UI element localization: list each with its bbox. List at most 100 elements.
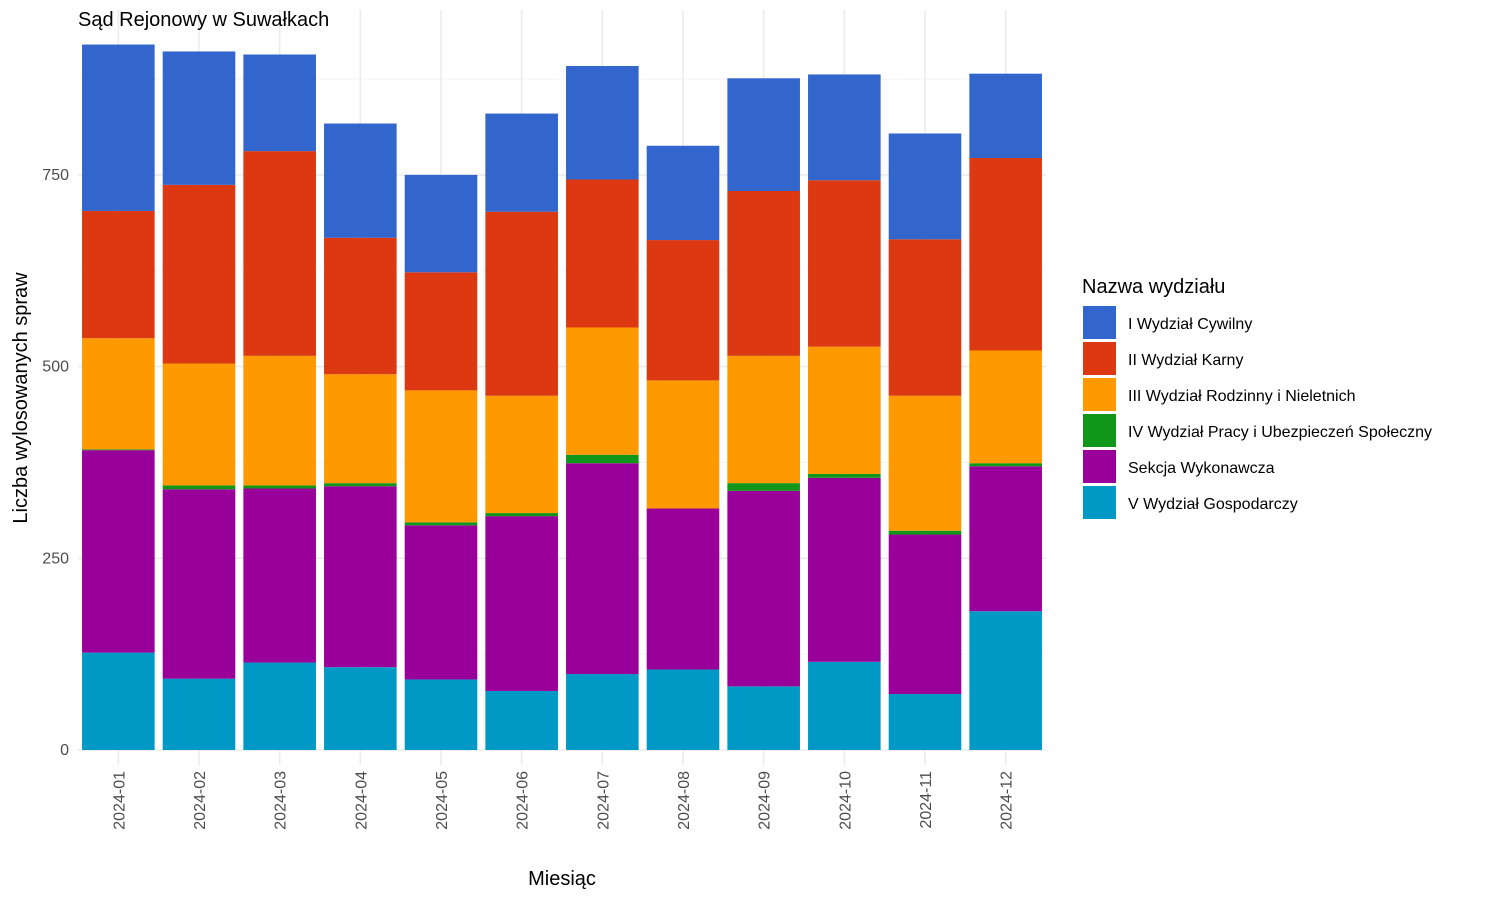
y-axis-ticks: 0 250 500 750	[42, 167, 69, 759]
bar-segment	[808, 473, 881, 478]
x-tick-label: 2024-03	[273, 771, 290, 830]
bar-segment	[888, 534, 962, 695]
x-axis-ticks: 2024-01 2024-02 2024-03 2024-04 2024-05 2024-…	[111, 771, 1015, 830]
bar-segment	[324, 237, 397, 375]
bar-segment	[808, 477, 881, 662]
bar-segment	[727, 686, 800, 750]
bar-segment	[82, 338, 155, 450]
y-tick-label: 750	[42, 167, 69, 184]
bar-segment	[727, 191, 800, 356]
bar-segment	[324, 667, 397, 750]
x-tick-label: 2024-11	[918, 771, 935, 829]
bar-segment	[646, 145, 720, 241]
bar-segment	[969, 350, 1042, 464]
bar-segment	[888, 239, 962, 396]
bar-segment	[485, 211, 558, 396]
legend-label: IV Wydział Pracy i Ubezpieczeń Społeczny	[1128, 424, 1432, 441]
x-tick-label: 2024-06	[515, 771, 532, 830]
bar-segment	[969, 73, 1042, 159]
bar-segment	[566, 463, 639, 675]
bar-segment	[888, 395, 962, 531]
bar-segment	[646, 240, 720, 381]
bar-segment	[324, 123, 397, 238]
bar-segment	[82, 652, 155, 750]
bar-segment	[243, 355, 316, 486]
bar-segment	[82, 449, 155, 451]
x-tick-label: 2024-09	[757, 771, 774, 830]
bar-segment	[485, 690, 558, 750]
bar-segment	[404, 525, 478, 680]
x-tick-label: 2024-10	[837, 771, 854, 830]
bar-segment	[969, 611, 1042, 750]
bar-segment	[808, 180, 881, 347]
bar-segment	[566, 674, 639, 750]
bar-segment	[969, 158, 1042, 351]
x-tick-label: 2024-02	[192, 771, 209, 830]
bar-segment	[82, 210, 155, 339]
bar-segment	[566, 327, 639, 455]
bar-segment	[243, 151, 316, 356]
bar-segment	[808, 661, 881, 750]
bar-segment	[243, 488, 316, 663]
bars	[82, 44, 1042, 750]
bar-segment	[727, 78, 800, 192]
bar-segment	[727, 483, 800, 491]
x-tick-label: 2024-12	[999, 771, 1016, 830]
legend: Nazwa wydziału I Wydział Cywilny II Wydzi…	[1082, 276, 1432, 519]
y-axis-title: Liczba wylosowanych spraw	[10, 272, 32, 524]
bar-segment	[404, 174, 478, 273]
legend-swatch	[1083, 486, 1116, 519]
bar-segment	[888, 694, 962, 750]
bar-segment	[566, 179, 639, 328]
legend-title: Nazwa wydziału	[1082, 276, 1225, 298]
legend-label: II Wydział Karny	[1128, 352, 1243, 369]
x-axis-title: Miesiąc	[528, 868, 596, 890]
bar-segment	[243, 485, 316, 489]
bar-segment	[646, 669, 720, 750]
bar-segment	[162, 51, 236, 185]
bar-segment	[808, 74, 881, 181]
y-tick-label: 250	[42, 550, 69, 567]
bar-segment	[162, 184, 236, 364]
y-tick-label: 500	[42, 359, 69, 376]
legend-swatch	[1083, 342, 1116, 375]
legend-label: I Wydział Cywilny	[1128, 316, 1252, 333]
bar-segment	[888, 530, 962, 535]
bar-segment	[324, 486, 397, 668]
x-tick-label: 2024-01	[111, 771, 128, 830]
legend-label: V Wydział Gospodarczy	[1128, 496, 1298, 513]
bar-segment	[243, 54, 316, 152]
bar-segment	[727, 490, 800, 687]
x-tick-label: 2024-07	[595, 771, 612, 830]
bar-segment	[162, 363, 236, 486]
x-tick-label: 2024-05	[434, 771, 451, 830]
legend-swatch	[1083, 378, 1116, 411]
bar-segment	[969, 463, 1042, 467]
bar-segment	[162, 678, 236, 750]
legend-swatch	[1083, 450, 1116, 483]
bar-segment	[808, 346, 881, 474]
bar-segment	[727, 355, 800, 484]
bar-segment	[646, 508, 720, 670]
x-tick-label: 2024-04	[353, 771, 370, 830]
bar-segment	[485, 513, 558, 517]
bar-segment	[566, 454, 639, 464]
bar-segment	[82, 44, 155, 211]
bar-segment	[485, 113, 558, 212]
legend-label: Sekcja Wykonawcza	[1128, 460, 1275, 477]
bar-segment	[485, 516, 558, 691]
bar-segment	[404, 679, 478, 750]
legend-items: I Wydział Cywilny II Wydział Karny III Wyd…	[1083, 306, 1432, 519]
bar-segment	[404, 390, 478, 523]
legend-swatch	[1083, 414, 1116, 447]
bar-segment	[243, 662, 316, 750]
bar-segment	[404, 272, 478, 391]
bar-segment	[324, 483, 397, 487]
y-tick-label: 0	[60, 742, 69, 759]
bar-segment	[969, 466, 1042, 612]
bar-segment	[324, 374, 397, 484]
bar-segment	[646, 380, 720, 509]
bar-segment	[162, 485, 236, 490]
legend-swatch	[1083, 306, 1116, 339]
